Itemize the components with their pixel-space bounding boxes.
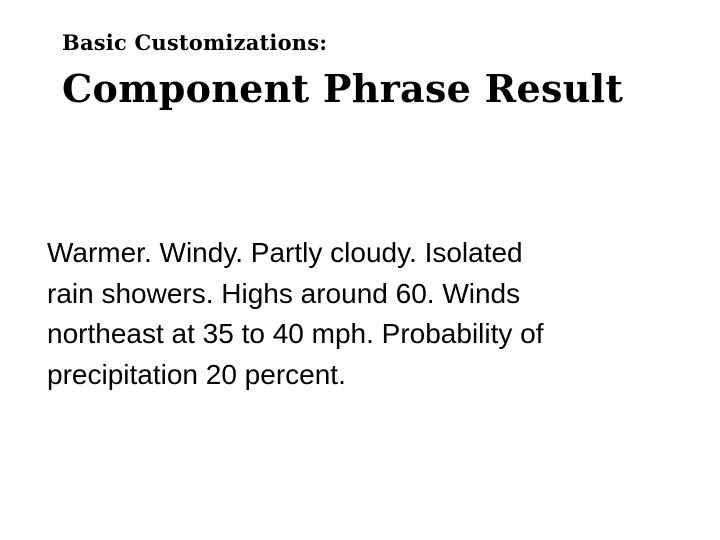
forecast-line: precipitation 20 percent.: [47, 358, 346, 390]
slide-title: Component Phrase Result: [62, 66, 624, 111]
forecast-text: Warmer. Windy. Partly cloudy. Isolated r…: [47, 233, 687, 395]
forecast-line: northeast at 35 to 40 mph. Probability o…: [47, 318, 544, 349]
slide-subtitle: Basic Customizations:: [62, 30, 328, 55]
forecast-line: rain showers. Highs around 60. Winds: [47, 277, 521, 309]
forecast-line: Warmer. Windy. Partly cloudy. Isolated: [47, 237, 523, 268]
